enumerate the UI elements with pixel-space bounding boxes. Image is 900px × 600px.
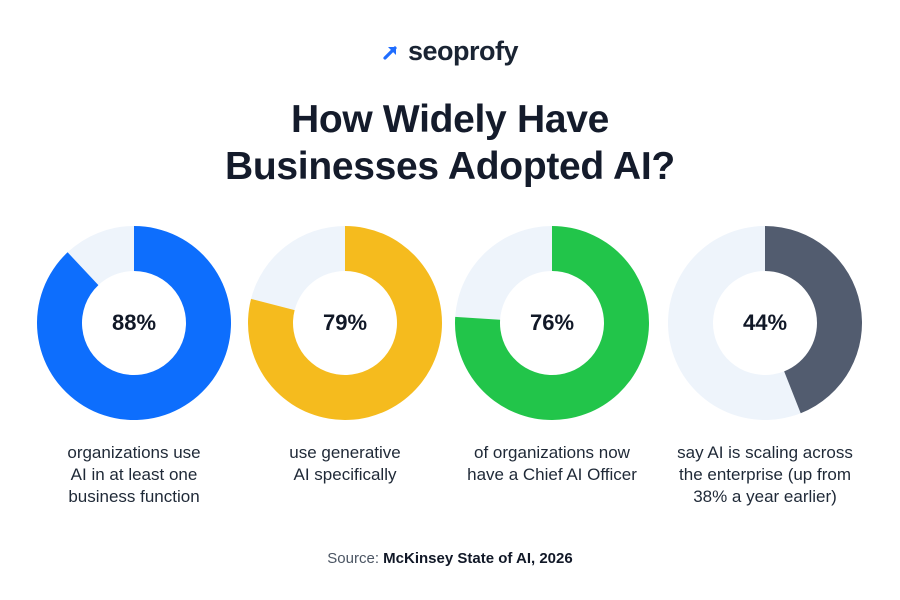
donut-remainder-slice (251, 226, 345, 311)
source-label: Source: (327, 550, 379, 567)
caption-line: the enterprise (up from (679, 465, 851, 484)
donut-item: 88% organizations use AI in at least one b… (29, 226, 239, 508)
percent-label: 79% (322, 310, 368, 335)
donut-remainder-slice (668, 226, 801, 420)
donut-svg (248, 226, 442, 420)
arrow-up-right-icon (383, 45, 397, 60)
title-line-2: Businesses Adopted AI? (225, 145, 675, 188)
percent-label: 88% (111, 310, 157, 335)
donut-chart: 44% (668, 226, 862, 420)
caption: say AI is scaling across the enterprise (… (660, 442, 870, 508)
percent-label: 76% (529, 310, 575, 335)
donut-chart: 88% (37, 226, 231, 420)
percent-label: 44% (742, 310, 788, 335)
donut-chart: 76% (455, 226, 649, 420)
donut-item: 76% of organizations now have a Chief AI … (447, 226, 657, 486)
source-note: Source: McKinsey State of AI, 2026 (0, 550, 900, 567)
donut-item: 79% use generative AI specifically (240, 226, 450, 486)
donut-svg (668, 226, 862, 420)
title-line-1: How Widely Have (290, 98, 610, 141)
donut-charts: 88% organizations use AI in at least one b… (0, 226, 900, 526)
caption-line: have a Chief AI Officer (467, 465, 637, 484)
source-value: McKinsey State of AI, 2026 (383, 550, 573, 567)
caption: use generative AI specifically (240, 442, 450, 486)
caption: of organizations now have a Chief AI Offi… (447, 442, 657, 486)
caption-line: say AI is scaling across (677, 443, 853, 462)
page-title: How Widely Have Businesses Adopted AI? (0, 96, 900, 190)
donut-remainder-slice (455, 226, 552, 320)
donut-value-slice (248, 226, 442, 420)
brand-logo: seoprofy (0, 36, 900, 67)
donut-svg (37, 226, 231, 420)
donut-chart: 79% (248, 226, 442, 420)
donut-item: 44% say AI is scaling across the enterpri… (660, 226, 870, 508)
donut-remainder-slice (67, 226, 134, 286)
caption-line: 38% a year earlier) (693, 487, 837, 506)
donut-value-slice (37, 226, 231, 420)
caption-line: AI in at least one (70, 465, 198, 484)
donut-svg (455, 226, 649, 420)
caption: organizations use AI in at least one busin… (29, 442, 239, 508)
caption-line: of organizations now (474, 443, 630, 462)
donut-value-slice (455, 226, 649, 420)
caption-line: organizations use (67, 443, 201, 462)
caption-line: business function (68, 487, 200, 506)
caption-line: AI specifically (293, 465, 397, 484)
brand-name: seoprofy (407, 36, 519, 66)
caption-line: use generative (289, 443, 401, 462)
donut-value-slice (765, 226, 862, 414)
